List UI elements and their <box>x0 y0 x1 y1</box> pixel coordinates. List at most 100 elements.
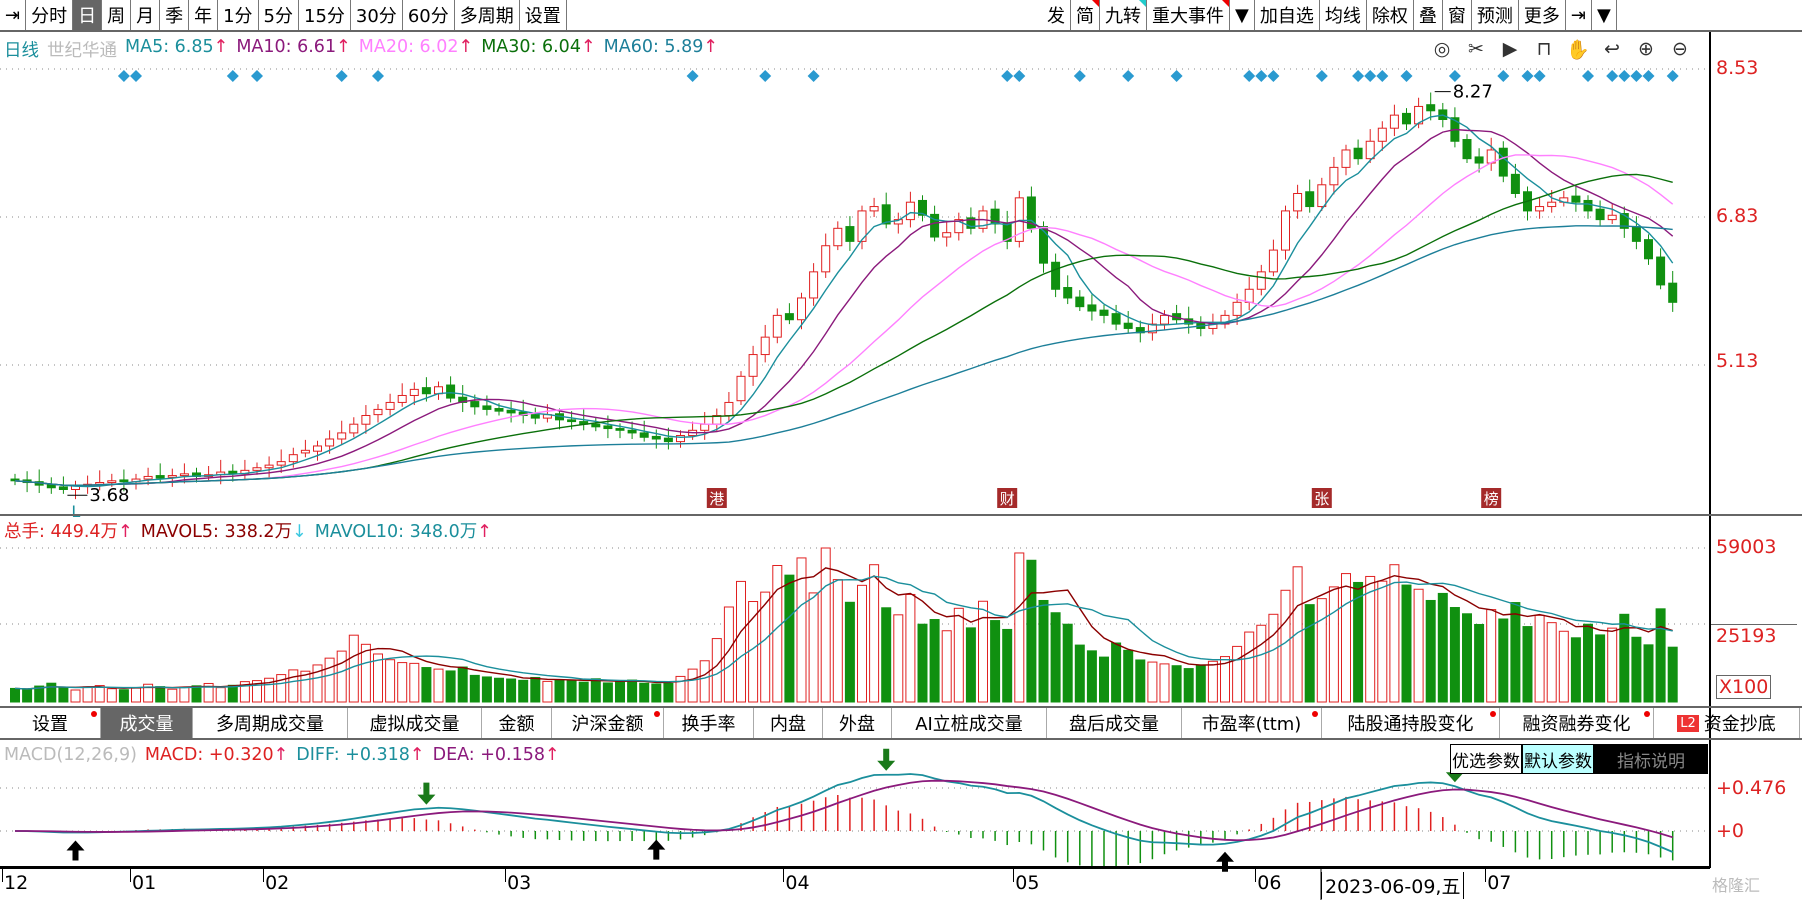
period-button-2[interactable]: 日 <box>73 0 103 30</box>
signal-diamond <box>372 70 384 82</box>
undo-icon[interactable]: ↩ <box>1604 38 1620 60</box>
sell-arrow-icon <box>417 782 436 805</box>
volume-bar-down <box>1522 626 1533 703</box>
tab-12[interactable]: 陆股通持股变化 <box>1322 708 1500 738</box>
period-button-7[interactable]: 1分 <box>218 0 259 30</box>
tab-4[interactable]: 金额 <box>482 708 552 738</box>
signal-diamond <box>130 70 142 82</box>
candle-down <box>1087 304 1097 312</box>
period-button-11[interactable]: 60分 <box>402 0 455 30</box>
tool-button-1[interactable]: 简 <box>1071 0 1100 30</box>
volume-bar-up <box>94 685 105 703</box>
tab-label: 市盈率(ttm) <box>1201 714 1302 735</box>
tab-0[interactable]: 设置 <box>0 708 101 738</box>
tab-13[interactable]: 融资融券变化 <box>1500 708 1654 738</box>
period-collapse[interactable]: ⇥ <box>0 0 27 30</box>
tab-3[interactable]: 虚拟成交量 <box>348 708 482 738</box>
tool-button-13[interactable]: ▼ <box>1591 0 1617 30</box>
tab-8[interactable]: 外盘 <box>823 708 892 738</box>
volume-bar-down <box>1667 646 1678 703</box>
candle-up <box>300 449 310 454</box>
volume-bar-up <box>106 688 117 703</box>
period-button-10[interactable]: 30分 <box>350 0 403 30</box>
lock-icon[interactable]: ⊓ <box>1536 38 1552 60</box>
volume-bar-up <box>748 601 759 703</box>
optimize-params-button[interactable]: 优选参数 <box>1450 744 1522 774</box>
volume-bar-up <box>1220 656 1230 703</box>
tool-button-11[interactable]: 更多 <box>1518 0 1566 30</box>
candle-up <box>1014 197 1024 242</box>
volume-bar-down <box>844 601 855 703</box>
period-button-12[interactable]: 多周期 <box>454 0 520 30</box>
x-label: 05 <box>1015 872 1040 894</box>
tool-button-6[interactable]: 均线 <box>1319 0 1367 30</box>
volume-bar-up <box>857 584 867 703</box>
signal-diamond <box>1448 70 1461 82</box>
hand-icon[interactable]: ✋ <box>1566 39 1590 61</box>
candle-up <box>325 438 335 447</box>
tool-button-9[interactable]: 窗 <box>1442 0 1472 30</box>
volume-bar-down <box>651 683 662 703</box>
volume-bar-up <box>1328 586 1339 703</box>
tool-button-3[interactable]: 重大事件 <box>1147 0 1230 30</box>
period-button-6[interactable]: 年 <box>189 0 219 30</box>
period-toolbar: ⇥ 分时日周月季年 1分 5分 15分 30分 60分 多周期 设置 <box>0 0 567 30</box>
candle-down <box>119 479 129 483</box>
tab-14[interactable]: L2 资金抄底 <box>1654 708 1800 738</box>
tab-2[interactable]: 多周期成交量 <box>193 708 348 738</box>
period-button-5[interactable]: 季 <box>160 0 190 30</box>
zoom-out-icon[interactable]: ⊖ <box>1672 38 1688 60</box>
buy-arrow-icon <box>66 840 85 861</box>
tool-button-5[interactable]: 加自选 <box>1254 0 1320 30</box>
tool-button-12[interactable]: ⇥ <box>1565 0 1592 30</box>
tool-button-2[interactable]: 九转 <box>1100 0 1147 30</box>
volume-bar-up <box>760 591 771 703</box>
tab-9[interactable]: AI立桩成交量 <box>892 708 1047 738</box>
candle-down <box>1619 213 1629 229</box>
period-button-1[interactable]: 分时 <box>26 0 74 30</box>
tab-10[interactable]: 盘后成交量 <box>1047 708 1182 738</box>
candle-up <box>700 423 710 431</box>
tab-6[interactable]: 换手率 <box>664 708 754 738</box>
tool-button-0[interactable]: 发 <box>1042 0 1071 30</box>
volume-bar-down <box>1353 581 1364 703</box>
candle-down <box>603 425 613 430</box>
dea-line <box>14 779 1673 842</box>
volume-bar-up <box>300 670 311 703</box>
period-button-4[interactable]: 月 <box>131 0 161 30</box>
default-params-button[interactable]: 默认参数 <box>1522 744 1594 774</box>
candle-down <box>615 428 625 431</box>
sell-arrow-icon <box>877 748 896 771</box>
tab-5[interactable]: 沪深金额 <box>552 708 664 738</box>
indicator-help-button[interactable]: 指标说明 <box>1594 744 1708 774</box>
volume-bar-down <box>1304 604 1315 703</box>
x-tick <box>1013 868 1015 882</box>
scissors-icon[interactable]: ✂ <box>1468 38 1484 60</box>
tool-button-label: 窗 <box>1447 6 1466 27</box>
volume-bar-down <box>1074 644 1085 703</box>
volume-bar-up <box>687 668 698 703</box>
tool-button-8[interactable]: 叠 <box>1413 0 1443 30</box>
volume-bar-down <box>1449 607 1460 703</box>
x-tick <box>1255 868 1257 882</box>
play-icon[interactable]: ▶ <box>1502 38 1518 60</box>
eye-icon[interactable]: ◎ <box>1433 38 1451 60</box>
period-button-8[interactable]: 5分 <box>258 0 299 30</box>
candle-down <box>1111 313 1121 325</box>
period-button-3[interactable]: 周 <box>102 0 132 30</box>
tool-button-10[interactable]: 预测 <box>1471 0 1519 30</box>
volume-bar-down <box>1643 644 1654 703</box>
zoom-in-icon[interactable]: ⊕ <box>1638 38 1654 60</box>
tool-button-4[interactable]: ▼ <box>1230 0 1255 30</box>
tab-11[interactable]: 市盈率(ttm) <box>1182 708 1322 738</box>
tool-button-7[interactable]: 除权 <box>1366 0 1414 30</box>
tool-button-label: 加自选 <box>1259 6 1314 27</box>
volume-bar-down <box>1135 659 1146 703</box>
low-marker: L <box>71 502 80 521</box>
period-button-13[interactable]: 设置 <box>519 0 567 30</box>
period-button-9[interactable]: 15分 <box>299 0 351 30</box>
tab-1[interactable]: 成交量 <box>101 708 193 738</box>
tab-7[interactable]: 内盘 <box>754 708 823 738</box>
tab-label: 外盘 <box>839 714 875 735</box>
